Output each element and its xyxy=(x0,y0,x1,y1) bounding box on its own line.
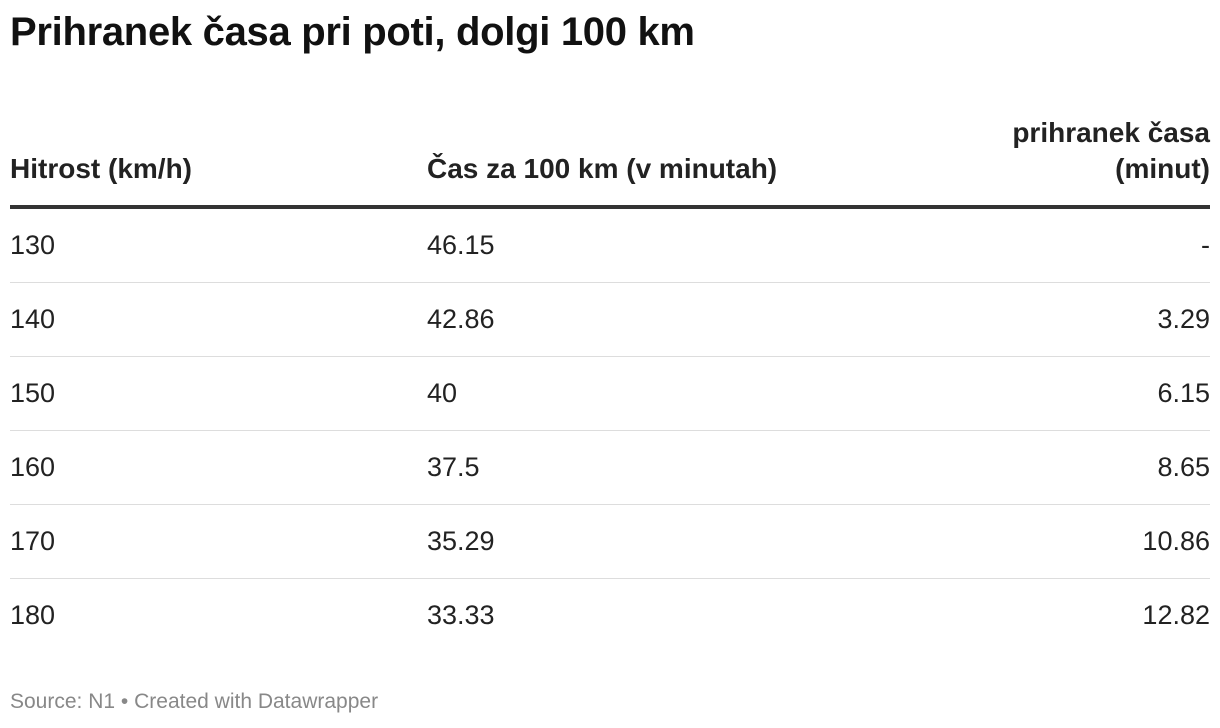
cell-time: 46.15 xyxy=(427,230,495,260)
cell-speed: 160 xyxy=(10,452,56,482)
cell-time: 35.29 xyxy=(427,526,495,556)
table-header: Hitrost (km/h) Čas za 100 km (v minutah)… xyxy=(10,110,1210,209)
table-row: 130 46.15 - xyxy=(10,209,1210,283)
column-header-speed: Hitrost (km/h) xyxy=(10,153,192,184)
cell-saving: - xyxy=(1201,230,1210,260)
cell-speed: 170 xyxy=(10,526,56,556)
cell-saving: 8.65 xyxy=(1157,452,1210,482)
cell-time: 33.33 xyxy=(427,600,495,630)
credit-link[interactable]: Created with Datawrapper xyxy=(134,690,379,713)
column-header-time: Čas za 100 km (v minutah) xyxy=(427,153,778,184)
table-body: 130 46.15 - 140 42.86 3.29 150 40 6.15 1… xyxy=(10,209,1210,652)
cell-speed: 150 xyxy=(10,378,56,408)
cell-time: 37.5 xyxy=(427,452,480,482)
table-row: 160 37.5 8.65 xyxy=(10,431,1210,505)
cell-time: 40 xyxy=(427,378,458,408)
cell-saving: 10.86 xyxy=(1142,526,1210,556)
cell-saving: 6.15 xyxy=(1157,378,1210,408)
data-table: Hitrost (km/h) Čas za 100 km (v minutah)… xyxy=(10,110,1210,652)
cell-time: 42.86 xyxy=(427,304,495,334)
cell-saving: 3.29 xyxy=(1157,304,1210,334)
chart-title: Prihranek časa pri poti, dolgi 100 km xyxy=(10,10,695,54)
table-row: 170 35.29 10.86 xyxy=(10,505,1210,579)
table-row: 150 40 6.15 xyxy=(10,357,1210,431)
cell-speed: 140 xyxy=(10,304,56,334)
table-row: 140 42.86 3.29 xyxy=(10,283,1210,357)
cell-saving: 12.82 xyxy=(1142,600,1210,630)
table-row: 180 33.33 12.82 xyxy=(10,579,1210,652)
chart-footer: Source: N1 • Created with Datawrapper xyxy=(10,690,378,714)
cell-speed: 180 xyxy=(10,600,56,630)
chart-container: Prihranek časa pri poti, dolgi 100 km Hi… xyxy=(10,0,1210,728)
cell-speed: 130 xyxy=(10,230,56,260)
column-header-saving: prihranek časa (minut) xyxy=(1012,117,1210,184)
source-text: Source: N1 xyxy=(10,690,116,713)
footer-separator: • xyxy=(120,690,129,713)
